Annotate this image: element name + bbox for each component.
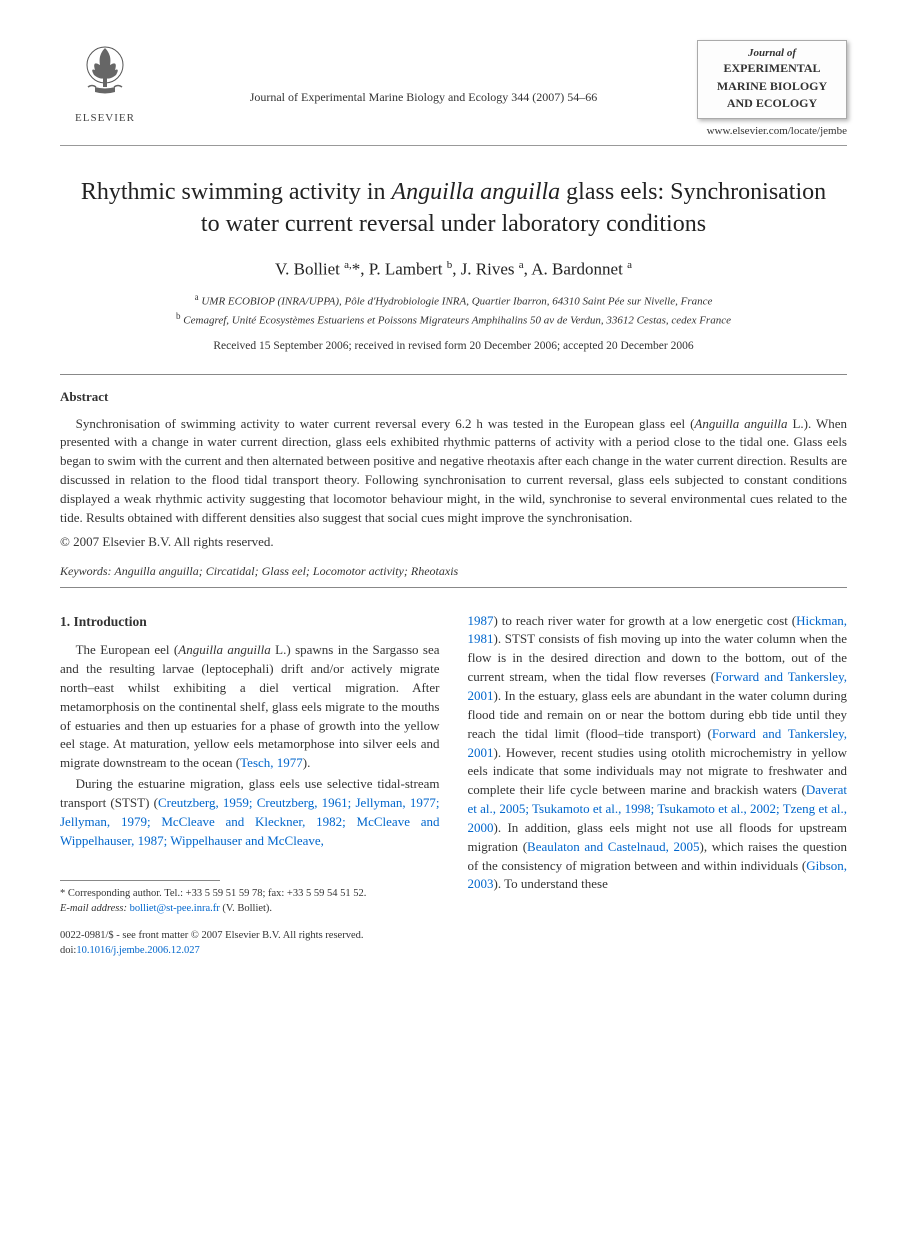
publisher-logo: ELSEVIER <box>60 40 150 124</box>
intro-para-2: During the estuarine migration, glass ee… <box>60 775 440 850</box>
journal-reference: Journal of Experimental Marine Biology a… <box>150 40 697 105</box>
abstract-top-rule <box>60 374 847 375</box>
cite-tesch[interactable]: Tesch, 1977 <box>240 755 303 770</box>
affiliation-b: b Cemagref, Unité Ecosystèmes Estuariens… <box>60 310 847 329</box>
doi-link[interactable]: 10.1016/j.jembe.2006.12.027 <box>76 945 199 956</box>
abstract-post: L.). When presented with a change in wat… <box>60 416 847 525</box>
email-suffix: (V. Bolliet). <box>222 903 272 914</box>
journal-box-wrap: Journal of EXPERIMENTAL MARINE BIOLOGY A… <box>697 40 847 137</box>
copyright-line: © 2007 Elsevier B.V. All rights reserved… <box>60 534 847 550</box>
intro-heading: 1. Introduction <box>60 612 440 632</box>
journal-cover-box: Journal of EXPERIMENTAL MARINE BIOLOGY A… <box>697 40 847 119</box>
page-header: ELSEVIER Journal of Experimental Marine … <box>60 40 847 137</box>
publisher-name: ELSEVIER <box>75 112 135 124</box>
article-title: Rhythmic swimming activity in Anguilla a… <box>80 176 827 241</box>
affiliation-a: a UMR ECOBIOP (INRA/UPPA), Pôle d'Hydrob… <box>60 291 847 310</box>
journal-name-line3: AND ECOLOGY <box>702 96 842 112</box>
page-footer: 0022-0981/$ - see front matter © 2007 El… <box>60 929 847 958</box>
c2-g: ). To understand these <box>494 876 608 891</box>
c2-d: ). However, recent studies using otolith… <box>468 745 848 798</box>
article-dates: Received 15 September 2006; received in … <box>60 340 847 352</box>
journal-name-line2: MARINE BIOLOGY <box>702 79 842 95</box>
p1-species: Anguilla anguilla <box>178 642 271 657</box>
locate-url[interactable]: www.elsevier.com/locate/jembe <box>697 125 847 137</box>
c2-a: ) to reach river water for growth at a l… <box>494 613 797 628</box>
corresponding-contact: * Corresponding author. Tel.: +33 5 59 5… <box>60 887 440 902</box>
abstract-species: Anguilla anguilla <box>694 416 787 431</box>
journal-name-line1: EXPERIMENTAL <box>702 61 842 77</box>
title-species: Anguilla anguilla <box>392 179 561 205</box>
p1-mid: L.) spawns in the Sargasso sea and the r… <box>60 642 440 770</box>
doi-line: doi:10.1016/j.jembe.2006.12.027 <box>60 944 847 959</box>
p1-pre: The European eel ( <box>76 642 179 657</box>
p1-end: ). <box>303 755 311 770</box>
footnote-rule <box>60 880 220 881</box>
intro-para-2-cont: 1987) to reach river water for growth at… <box>468 612 848 895</box>
doi-label: doi: <box>60 945 76 956</box>
keywords-value: Anguilla anguilla; Circatidal; Glass eel… <box>114 564 458 578</box>
journal-prefix: Journal of <box>702 47 842 59</box>
affiliations: a UMR ECOBIOP (INRA/UPPA), Pôle d'Hydrob… <box>60 291 847 329</box>
abstract-pre: Synchronisation of swimming activity to … <box>76 416 695 431</box>
cite-1987[interactable]: 1987 <box>468 613 494 628</box>
affiliation-b-text: Cemagref, Unité Ecosystèmes Estuariens e… <box>183 315 731 327</box>
issn-line: 0022-0981/$ - see front matter © 2007 El… <box>60 929 847 944</box>
keywords-line: Keywords: Anguilla anguilla; Circatidal;… <box>60 564 847 579</box>
author-email[interactable]: bolliet@st-pee.inra.fr <box>130 903 220 914</box>
elsevier-tree-icon <box>70 40 140 110</box>
corresponding-author: * Corresponding author. Tel.: +33 5 59 5… <box>60 887 440 916</box>
corresponding-email-line: E-mail address: bolliet@st-pee.inra.fr (… <box>60 902 440 917</box>
body-columns: 1. Introduction The European eel (Anguil… <box>60 612 847 917</box>
column-right: 1987) to reach river water for growth at… <box>468 612 848 917</box>
intro-para-1: The European eel (Anguilla anguilla L.) … <box>60 641 440 773</box>
authors-line: V. Bolliet a,*, P. Lambert b, J. Rives a… <box>60 259 847 280</box>
header-rule <box>60 145 847 146</box>
keywords-label: Keywords: <box>60 564 112 578</box>
email-label: E-mail address: <box>60 903 127 914</box>
abstract-heading: Abstract <box>60 389 847 405</box>
column-left: 1. Introduction The European eel (Anguil… <box>60 612 440 917</box>
abstract-bottom-rule <box>60 587 847 588</box>
abstract-body: Synchronisation of swimming activity to … <box>60 415 847 528</box>
affiliation-a-text: UMR ECOBIOP (INRA/UPPA), Pôle d'Hydrobio… <box>201 296 712 308</box>
cite-beaulaton[interactable]: Beaulaton and Castelnaud, 2005 <box>527 839 699 854</box>
title-pre: Rhythmic swimming activity in <box>81 179 392 205</box>
